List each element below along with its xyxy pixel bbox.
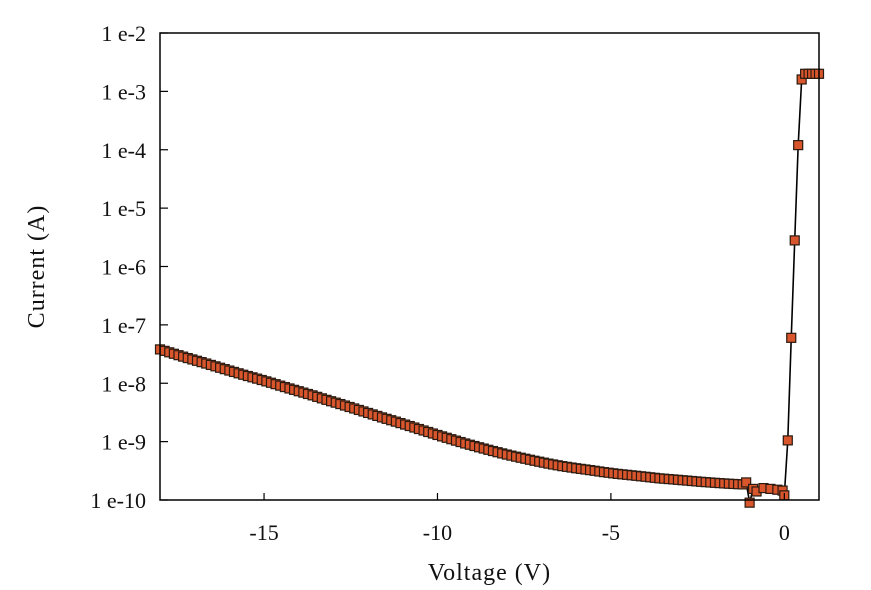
y-tick-label: 1 e-10 bbox=[90, 488, 146, 513]
y-axis-title: Current (A) bbox=[24, 205, 50, 329]
x-tick-label: -5 bbox=[602, 520, 620, 545]
x-tick-label: -10 bbox=[423, 520, 452, 545]
y-tick-label: 1 e-8 bbox=[101, 371, 146, 396]
data-point bbox=[782, 435, 793, 446]
x-axis-title: Voltage (V) bbox=[428, 560, 551, 586]
y-tick-label: 1 e-6 bbox=[101, 255, 146, 280]
x-tick-label: 0 bbox=[779, 520, 790, 545]
y-tick-label: 1 e-7 bbox=[101, 313, 146, 338]
data-point bbox=[786, 332, 797, 343]
y-tick-label: 1 e-2 bbox=[101, 21, 146, 46]
data-point bbox=[744, 497, 755, 508]
data-point bbox=[741, 477, 752, 488]
y-tick-label: 1 e-4 bbox=[101, 138, 146, 163]
x-axis-ticks: -15 -10 -5 0 bbox=[249, 493, 790, 545]
plot-frame bbox=[159, 32, 820, 501]
plot-area bbox=[154, 68, 825, 508]
x-tick-label: -15 bbox=[249, 520, 278, 545]
series-line-group bbox=[159, 73, 819, 503]
y-tick-label: 1 e-5 bbox=[101, 196, 146, 221]
y-axis-ticks: 1 e-10 1 e-9 1 e-8 1 e-7 1 e-6 1 e-5 1 e-4 1 e-… bbox=[90, 21, 168, 513]
y-tick-label: 1 e-3 bbox=[101, 79, 146, 104]
series-points-group bbox=[154, 68, 825, 508]
data-point bbox=[793, 140, 804, 151]
series-line bbox=[159, 73, 819, 503]
data-point bbox=[789, 235, 800, 246]
y-tick-label: 1 e-9 bbox=[101, 430, 146, 455]
